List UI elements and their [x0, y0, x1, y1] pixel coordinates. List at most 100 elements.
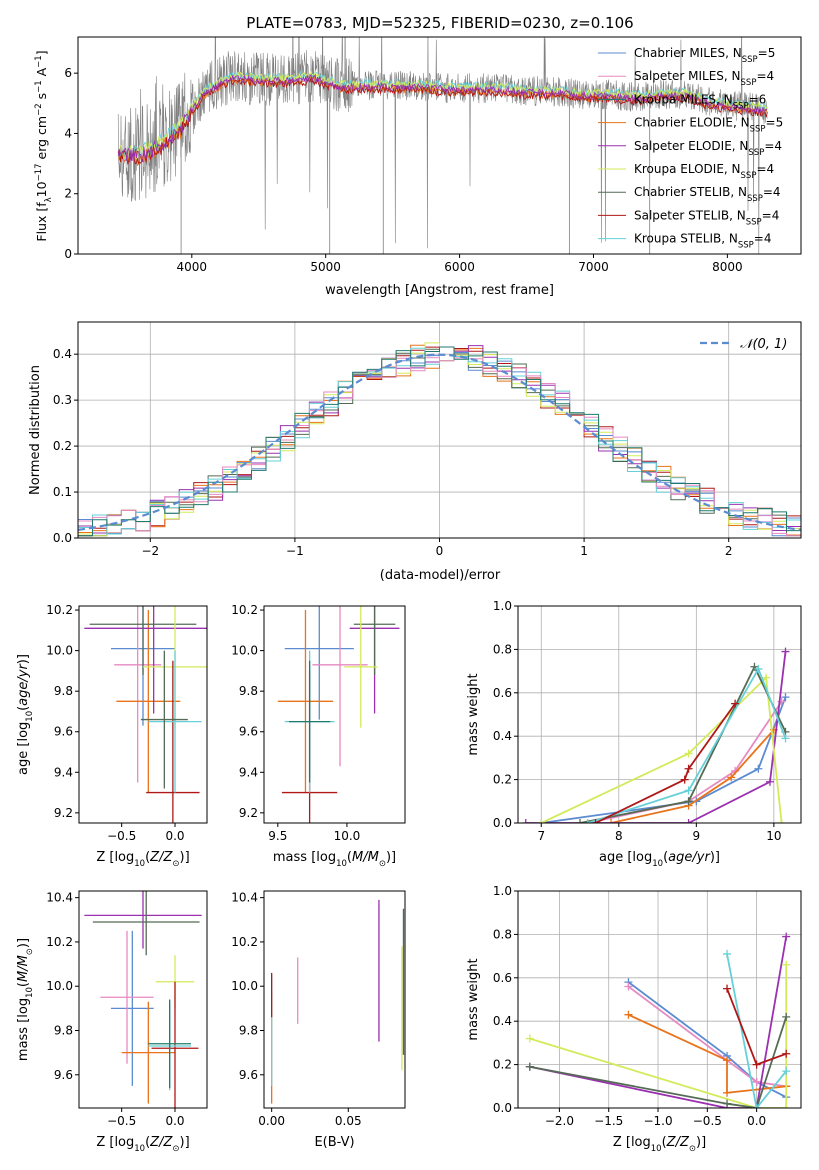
y-tick-label: 10.0	[231, 644, 258, 658]
weight-point-marker	[680, 775, 689, 784]
label-part: SSP	[738, 241, 754, 251]
y-tick-label: 0.4	[493, 729, 512, 743]
y-axis-label: mass weight	[466, 673, 481, 755]
x-tick-label: 0.0	[747, 1114, 766, 1128]
y-axis-label: Normed distribution	[28, 365, 43, 495]
y-axis-label: Flux [fλ10−17 erg cm−2 s−1 A−1]	[34, 50, 54, 241]
y-tick-label: 0.2	[493, 773, 512, 787]
weight-point-marker	[781, 693, 790, 702]
histogram-step-line	[78, 346, 801, 538]
axes-frame	[263, 890, 406, 1109]
weight-point-marker	[684, 749, 693, 758]
plot-content	[277, 606, 400, 823]
weight-point-marker	[684, 819, 693, 823]
label-part: =4	[764, 139, 782, 153]
label-part: 10	[25, 987, 35, 998]
y-tick-label: 0.3	[53, 393, 72, 407]
x-tick-label: 7000	[578, 260, 609, 274]
label-part: Flux [f	[34, 202, 49, 242]
x-tick-label: 0.00	[258, 1114, 285, 1128]
label-part: SSP	[741, 78, 757, 88]
label-part: =6	[749, 92, 767, 106]
weight-point-marker	[781, 734, 790, 743]
weight-series-line	[529, 936, 788, 1108]
label-part: SSP	[748, 148, 764, 158]
axes-frame	[517, 605, 802, 824]
y-tick-label: 9.6	[54, 725, 73, 739]
weight-point-marker	[782, 932, 791, 941]
label-part: Kroupa STELIB, N	[634, 232, 738, 246]
x-tick-label: −1	[286, 544, 304, 558]
weight-point-marker	[624, 982, 633, 991]
weight-point-marker	[762, 673, 771, 682]
x-tick-label: −0.5	[107, 1114, 136, 1128]
label-part: 10	[134, 859, 145, 869]
y-tick-label: 9.4	[54, 765, 73, 779]
plot-content	[78, 342, 801, 538]
label-part: Z [log	[613, 1135, 651, 1150]
label-part: )]	[180, 1135, 190, 1150]
y-tick-label: 9.8	[239, 1024, 258, 1038]
weight-series-line	[529, 1016, 788, 1108]
label-part: M/M	[352, 850, 379, 865]
x-tick-label: 8000	[712, 260, 743, 274]
axes-frame	[77, 321, 802, 539]
weight-point-marker	[723, 984, 732, 993]
label-part: −1	[34, 80, 44, 93]
label-part: Salpeter ELODIE, N	[634, 139, 748, 153]
y-tick-label: 10.0	[231, 979, 258, 993]
x-tick-label: 2	[725, 544, 733, 558]
x-tick-label: 8	[615, 829, 623, 843]
y-tick-label: 0.4	[53, 347, 72, 361]
age-z-axes: −0.5 0.09.29.49.69.810.010.2Z [log10(Z/Z⊙…	[16, 603, 208, 869]
label-part: SSP	[741, 171, 757, 181]
axes-frame	[517, 890, 802, 1109]
x-tick-label: 0.05	[335, 1114, 362, 1128]
x-tick-label: 0.0	[165, 1114, 184, 1128]
weight-point-marker	[583, 819, 592, 823]
label-part: ⊙	[379, 859, 386, 869]
model-spectrum-line	[117, 73, 768, 163]
legend-entry-label: Chabrier STELIB, NSSP=4	[634, 185, 781, 204]
legend-entry-label: 𝒩(0, 1)	[740, 337, 787, 352]
y-tick-label: 9.4	[239, 765, 258, 779]
y-axis-label: mass [log10(M/M⊙)]	[16, 938, 35, 1061]
x-tick-label: 4000	[177, 260, 208, 274]
y-tick-label: 0.2	[53, 439, 72, 453]
weight-point-marker	[727, 773, 736, 782]
weight-point-marker	[754, 764, 763, 773]
y-tick-label: 6	[64, 66, 72, 80]
x-tick-label: 9.5	[268, 829, 287, 843]
age-mass-axes: 9.5 10.0 9.2 9.4 9.6 9.8 10.0 10.2 mass [log10(M…	[231, 603, 406, 869]
x-tick-label: 9	[693, 829, 701, 843]
weight-point-marker	[525, 1062, 534, 1071]
spectrum-axes: 4000 5000 6000 7000 8000 0 2 4 6 wavelength [Angs…	[34, 36, 802, 298]
label-part: (	[347, 850, 352, 865]
x-tick-label: 0	[436, 544, 444, 558]
label-part: age [log	[599, 850, 652, 865]
label-part: age/yr	[668, 850, 711, 865]
weight-point-marker	[752, 1060, 761, 1069]
weight-point-marker	[765, 777, 774, 786]
plot-area	[264, 606, 405, 823]
y-tick-label: 10.4	[231, 891, 258, 905]
normal-curve-line	[78, 353, 801, 531]
label-part: λ	[44, 197, 54, 202]
plot-content	[271, 899, 405, 1104]
weight-point-marker	[731, 699, 740, 708]
label-part: 10	[134, 1144, 145, 1154]
weight-point-marker	[684, 764, 693, 773]
label-part: )]	[180, 850, 190, 865]
y-tick-label: 0.0	[53, 531, 72, 545]
y-tick-label: 2	[64, 187, 72, 201]
y-tick-label: 10.2	[46, 603, 73, 617]
label-part: (	[662, 1135, 667, 1150]
weight-series-line	[595, 703, 736, 823]
plot-content	[521, 647, 790, 823]
label-part: =4	[762, 208, 780, 222]
y-tick-label: 0.1	[53, 485, 72, 499]
label-part: Chabrier MILES, N	[634, 46, 742, 60]
x-axis-label: Z [log10(Z/Z⊙)]	[96, 1135, 189, 1154]
axes-frame	[78, 605, 208, 824]
